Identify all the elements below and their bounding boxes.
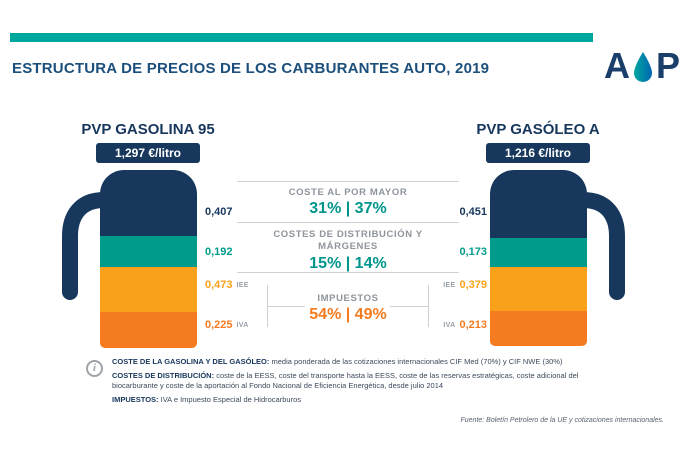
right-pump-price-badge: 1,216 €/litro — [486, 143, 590, 163]
left-pump-price-badge: 1,297 €/litro — [96, 143, 200, 163]
footnote-label: COSTES DE DISTRIBUCIÓN: — [112, 370, 215, 380]
left-value-distribution: 0,192 — [205, 246, 233, 258]
logo-letter-a: A — [603, 45, 630, 86]
right-pump-handle-icon — [583, 192, 625, 300]
value-text: 0,173 — [459, 246, 487, 258]
right-segment-iee — [490, 267, 587, 311]
taxes-block: IMPUESTOS 54% | 49% — [237, 293, 459, 324]
header-accent-bar — [10, 33, 593, 42]
iee-tag: IEE — [443, 281, 456, 289]
taxes-bracket-left-horizontal — [267, 306, 305, 307]
taxes-pct: 54% | 49% — [309, 306, 387, 323]
taxes-bracket-right-vertical — [428, 285, 429, 327]
right-value-iee: IEE 0,379 — [443, 279, 487, 291]
distribution-pct: 15% | 14% — [309, 254, 387, 272]
left-value-iva: 0,225 IVA — [205, 319, 249, 331]
right-pump-title: PVP GASÓLEO A — [476, 121, 600, 138]
left-segment-iee — [100, 267, 197, 312]
aop-logo: A P — [604, 48, 680, 84]
left-segment-wholesale — [100, 170, 197, 236]
separator-line — [237, 272, 459, 273]
left-pump-body — [100, 170, 197, 348]
right-value-iva: IVA 0,213 — [443, 319, 487, 331]
wholesale-label: COSTE AL POR MAYOR — [288, 187, 408, 198]
distribution-label: COSTES DE DISTRIBUCIÓN Y MÁRGENES — [273, 229, 423, 252]
value-text: 0,473 — [205, 279, 233, 291]
right-pump-body — [490, 170, 587, 346]
right-segment-distribution — [490, 238, 587, 267]
right-value-distribution: 0,173 — [459, 246, 487, 258]
value-text: 0,192 — [205, 246, 233, 258]
wholesale-pct: 31% | 37% — [309, 200, 387, 217]
right-segment-wholesale — [490, 170, 587, 238]
iva-tag: IVA — [236, 321, 249, 329]
left-value-iee: 0,473 IEE — [205, 279, 249, 291]
footnote-distribucion: COSTES DE DISTRIBUCIÓN: coste de la EESS… — [112, 371, 624, 392]
footnote-text: IVA e Impuesto Especial de Hidrocarburos — [160, 394, 301, 404]
left-pump-title: PVP GASOLINA 95 — [81, 121, 215, 138]
right-segment-iva — [490, 311, 587, 346]
page-title: ESTRUCTURA DE PRECIOS DE LOS CARBURANTES… — [12, 60, 490, 77]
drop-icon — [633, 52, 652, 82]
info-icon: i — [86, 360, 103, 377]
logo-letter-p: P — [655, 45, 680, 86]
value-text: 0,407 — [205, 206, 233, 218]
left-value-wholesale: 0,407 — [205, 206, 233, 218]
footnote-impuestos: IMPUESTOS: IVA e Impuesto Especial de Hi… — [112, 395, 624, 406]
taxes-label: IMPUESTOS — [317, 293, 379, 304]
footnote-text: coste de la EESS, coste del transporte h… — [112, 370, 579, 391]
footnotes: COSTE DE LA GASOLINA Y DEL GASÓLEO: medi… — [112, 357, 624, 408]
value-text: 0,379 — [459, 279, 487, 291]
footnote-text: media ponderada de las cotizaciones inte… — [271, 357, 563, 366]
footnote-label: COSTE DE LA GASOLINA Y DEL GASÓLEO: — [112, 357, 270, 366]
footnote-gasolina: COSTE DE LA GASOLINA Y DEL GASÓLEO: medi… — [112, 357, 624, 368]
value-text: 0,213 — [459, 319, 487, 331]
left-pump-handle-icon — [62, 192, 104, 300]
left-segment-iva — [100, 312, 197, 348]
source-note: Fuente: Boletín Petrolero de la UE y cot… — [460, 417, 664, 424]
left-segment-distribution — [100, 236, 197, 267]
value-text: 0,225 — [205, 319, 233, 331]
iva-tag: IVA — [443, 321, 456, 329]
wholesale-block: COSTE AL POR MAYOR 31% | 37% — [237, 181, 459, 218]
value-text: 0,451 — [459, 206, 487, 218]
distribution-block: COSTES DE DISTRIBUCIÓN Y MÁRGENES 15% | … — [237, 222, 459, 273]
iee-tag: IEE — [236, 281, 249, 289]
right-value-wholesale: 0,451 — [459, 206, 487, 218]
footnote-label: IMPUESTOS: — [112, 394, 159, 404]
taxes-bracket-right-horizontal — [390, 306, 428, 307]
